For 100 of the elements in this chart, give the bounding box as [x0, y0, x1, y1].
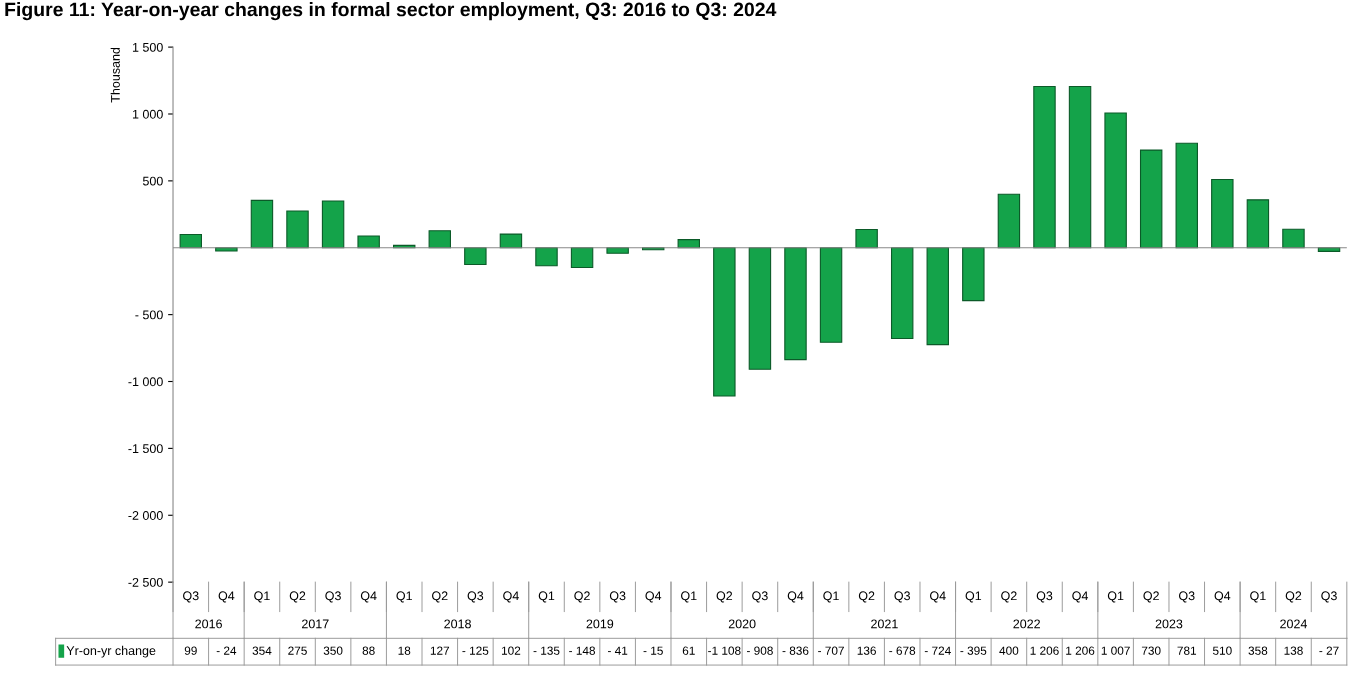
bar — [819, 247, 843, 343]
bar — [570, 247, 594, 269]
chart-title: Figure 11: Year-on-year changes in formal sector employment, Q3: 2016 to Q3: 2024 — [5, 2, 777, 21]
x-tick-label: Q2 — [1285, 591, 1302, 603]
data-label: - 135 — [533, 646, 560, 655]
x-tick-label: Q4 — [503, 591, 519, 603]
text: 2019 — [586, 619, 614, 629]
x-tick-label: Q4 — [1072, 591, 1089, 603]
x-tick-label: Q4 — [218, 591, 235, 603]
x-tick-label: Q1 — [396, 591, 412, 603]
x-tick-label: Q2 — [432, 591, 448, 603]
text: 2020 — [728, 619, 756, 629]
data-label: 102 — [501, 646, 521, 655]
bar — [926, 247, 949, 346]
data-label: 99 — [184, 646, 197, 655]
x-tick-label: Q3 — [325, 591, 341, 603]
data-label: - 125 — [462, 646, 489, 655]
bar — [179, 233, 203, 249]
data-label: 781 — [1177, 646, 1197, 655]
bar — [428, 230, 452, 249]
text: 2017 — [302, 619, 329, 629]
x-tick-label: Q1 — [681, 591, 697, 603]
x-tick-label: Q1 — [823, 591, 839, 603]
data-label: - 41 — [607, 646, 628, 655]
bar — [1139, 149, 1163, 249]
bar — [357, 235, 380, 249]
data-label: 61 — [682, 646, 695, 655]
data-label: -1 108 — [708, 646, 741, 655]
x-tick-label: Q4 — [645, 591, 662, 603]
x-tick-label: Q2 — [289, 591, 306, 603]
data-label: 138 — [1284, 646, 1303, 655]
bar — [1211, 178, 1234, 249]
bar — [748, 247, 772, 370]
y-tick-label: -1 000 — [128, 377, 163, 387]
x-tick-label: Q1 — [1250, 591, 1266, 603]
data-label: - 707 — [818, 646, 844, 655]
bar — [499, 233, 523, 249]
x-tick-label: Q1 — [254, 591, 270, 603]
text: 2018 — [444, 619, 471, 629]
y-tick-label: 500 — [142, 176, 163, 186]
y-tick-label: - 500 — [135, 310, 163, 320]
data-label: - 27 — [1319, 646, 1339, 655]
data-label: - 24 — [216, 646, 237, 655]
bar — [855, 229, 878, 249]
x-tick-label: Q4 — [930, 591, 946, 603]
text: 2022 — [1013, 619, 1040, 629]
data-label: - 395 — [960, 646, 987, 655]
bar — [250, 199, 274, 249]
data-label: - 724 — [924, 646, 951, 655]
text: 2023 — [1155, 619, 1183, 629]
data-label: 136 — [857, 646, 876, 655]
bar — [286, 210, 309, 249]
x-tick-label: Q3 — [1036, 591, 1053, 603]
data-label: 18 — [398, 646, 411, 655]
data-label: 127 — [430, 646, 450, 655]
x-tick-label: Q3 — [183, 591, 199, 603]
data-label: - 836 — [782, 646, 809, 655]
text: 2024 — [1280, 619, 1308, 629]
text: 2021 — [871, 619, 898, 629]
data-label: 350 — [323, 646, 343, 655]
bar — [1033, 85, 1056, 249]
data-label: 275 — [288, 646, 307, 655]
x-tick-label: Q2 — [574, 591, 590, 603]
x-tick-label: Q3 — [894, 591, 910, 603]
bar — [997, 193, 1021, 249]
y-axis-title: Thousand — [110, 47, 120, 103]
data-label: 1 007 — [1101, 646, 1130, 655]
data-label: - 908 — [746, 646, 773, 655]
bar — [962, 247, 985, 302]
data-label: - 678 — [889, 646, 916, 655]
x-tick-label: Q4 — [787, 591, 804, 603]
x-tick-label: Q3 — [1179, 591, 1195, 603]
x-tick-label: Q4 — [360, 591, 377, 603]
x-tick-label: Q3 — [1321, 591, 1337, 603]
y-tick-label: -1 500 — [128, 444, 163, 454]
bar — [1282, 228, 1305, 249]
x-tick-label: Q1 — [1107, 591, 1124, 603]
bar — [713, 247, 736, 397]
data-label: - 15 — [643, 646, 663, 655]
y-tick-label: 1 000 — [132, 109, 163, 119]
data-label: 354 — [252, 646, 272, 655]
x-tick-label: Q2 — [716, 591, 733, 603]
data-label: - 148 — [569, 646, 596, 655]
bar — [535, 247, 558, 267]
bar — [606, 247, 629, 254]
x-tick-label: Q3 — [609, 591, 626, 603]
legend-label: Yr-on-yr change — [66, 645, 156, 658]
x-tick-label: Q2 — [1001, 591, 1017, 603]
bar — [1175, 142, 1198, 249]
data-label: 510 — [1212, 646, 1232, 655]
data-label: 358 — [1248, 646, 1268, 655]
bar — [1246, 199, 1270, 249]
x-tick-label: Q3 — [467, 591, 484, 603]
data-label: 730 — [1141, 646, 1161, 655]
bar — [321, 200, 345, 249]
x-tick-label: Q4 — [1214, 591, 1231, 603]
x-tick-label: Q1 — [538, 591, 555, 603]
x-tick-label: Q2 — [858, 591, 875, 603]
data-label: 1 206 — [1066, 646, 1095, 655]
bar — [890, 247, 914, 339]
